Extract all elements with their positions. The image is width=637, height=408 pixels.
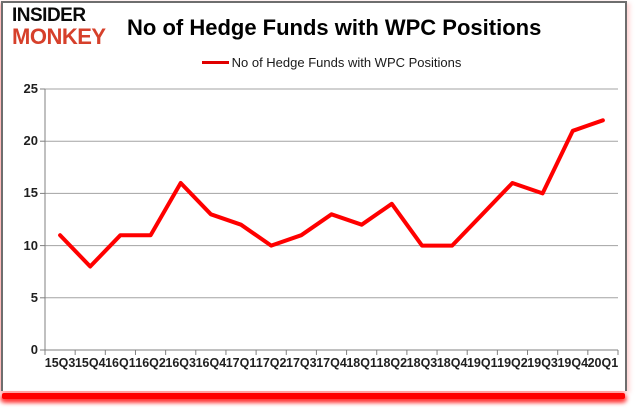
series-line: [58, 118, 605, 269]
logo-monkey-text: MONKEY: [12, 24, 106, 49]
x-axis-label: 19Q4: [557, 356, 589, 370]
x-axis-label: 17Q3: [286, 356, 317, 370]
x-axis-label: 19Q2: [497, 356, 528, 370]
y-axis-label: 25: [23, 81, 38, 96]
insider-monkey-logo: INSIDER MONKEY: [12, 6, 106, 48]
y-axis-label: 15: [23, 185, 38, 201]
x-axis-label: 18Q1: [346, 356, 377, 370]
x-axis-label: 18Q4: [436, 356, 468, 370]
x-axis-label: 18Q3: [406, 356, 438, 370]
x-axis-label: 15Q4: [74, 356, 106, 370]
x-axis-label: 19Q1: [466, 356, 498, 370]
y-axis-label: 5: [30, 289, 38, 305]
x-axis-label: 20Q1: [587, 356, 619, 370]
x-axis-label: 18Q2: [376, 356, 408, 370]
chart-title: No of Hedge Funds with WPC Positions: [127, 15, 542, 40]
x-axis-label: 15Q3: [44, 356, 76, 370]
x-axis-label: 17Q2: [255, 356, 287, 370]
x-axis-label: 16Q2: [135, 356, 166, 370]
logo-insider-text: INSIDER: [12, 5, 86, 26]
legend-line-swatch: [201, 60, 229, 64]
y-axis-label: 20: [23, 133, 38, 149]
legend: No of Hedge Funds with WPC Positions: [45, 54, 618, 70]
x-axis-label: 16Q1: [105, 356, 136, 370]
legend-label: No of Hedge Funds with WPC Positions: [231, 54, 462, 70]
bottom-accent-bar: [2, 393, 625, 399]
y-axis-label: 0: [30, 342, 38, 357]
x-axis-label: 17Q1: [225, 356, 257, 370]
x-axis-label: 17Q4: [316, 356, 347, 370]
x-axis-label: 16Q3: [165, 356, 196, 370]
y-axis-label: 10: [23, 237, 38, 253]
x-axis-label: 16Q4: [195, 356, 227, 370]
chart-card: [1, 1, 627, 391]
x-axis-label: 19Q3: [527, 356, 558, 370]
